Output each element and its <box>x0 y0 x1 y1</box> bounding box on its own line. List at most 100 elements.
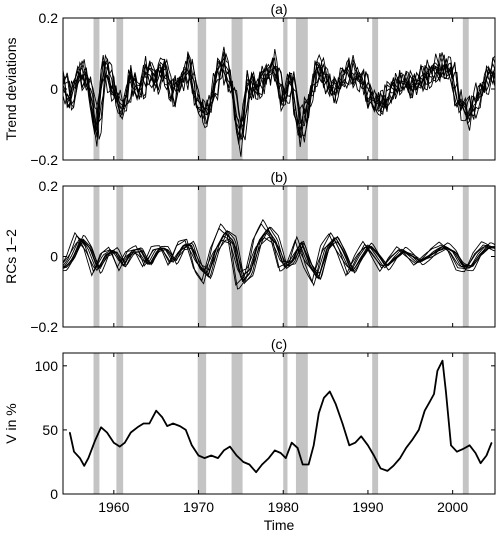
recession-band <box>93 186 100 327</box>
data-point <box>210 454 212 457</box>
data-point <box>242 461 245 463</box>
data-point <box>124 442 126 444</box>
series-lines <box>63 218 495 290</box>
y-tick-label: −0.2 <box>30 152 58 168</box>
data-point <box>185 429 187 431</box>
data-point <box>367 444 369 446</box>
data-point <box>79 457 81 459</box>
recession-band <box>283 353 288 494</box>
data-point <box>335 403 337 405</box>
panel-label: (c) <box>271 336 287 352</box>
recession-band <box>295 18 308 160</box>
data-point <box>433 393 435 395</box>
data-point <box>302 463 304 466</box>
data-point <box>411 439 413 441</box>
data-point <box>87 457 90 459</box>
x-axis <box>113 186 454 327</box>
y-axis-label: V in % <box>3 403 19 443</box>
data-point <box>291 442 293 444</box>
series-line <box>63 49 495 157</box>
panel-a: −0.2 0 0.2 (a) Trend deviations <box>3 1 496 168</box>
data-point <box>480 462 482 464</box>
data-point <box>280 452 282 454</box>
series-line <box>68 359 493 474</box>
y-axis: −0.2 0 0.2 <box>30 178 495 335</box>
y-tick-label: 0.2 <box>39 178 59 194</box>
x-tick-label: 1990 <box>352 499 383 515</box>
y-tick-label: 100 <box>35 358 59 374</box>
x-tick-label: 1970 <box>183 499 214 515</box>
plot-frame <box>62 352 496 495</box>
recession-band <box>372 186 379 327</box>
x-axis: 1960 1970 1980 1990 2000 <box>98 353 468 515</box>
data-point <box>113 442 115 444</box>
recession-band <box>93 18 100 160</box>
recession-band <box>116 353 124 494</box>
y-axis: −0.2 0 0.2 <box>30 10 495 168</box>
data-point <box>424 410 426 412</box>
data-point <box>148 422 150 425</box>
data-point <box>274 449 276 452</box>
recession-band <box>197 18 207 160</box>
data-point <box>399 457 401 459</box>
recession-band <box>197 353 207 494</box>
x-axis <box>113 18 454 160</box>
data-point <box>217 457 219 459</box>
data-point <box>386 470 389 472</box>
data-point <box>179 425 181 427</box>
y-tick-label: 50 <box>42 422 58 438</box>
series-line <box>63 226 495 282</box>
data-point <box>308 463 310 466</box>
data-point <box>136 426 139 428</box>
y-axis: 0 50 100 <box>35 358 495 502</box>
data-point <box>297 447 299 449</box>
recession-band <box>197 186 207 327</box>
panel-b: −0.2 0 0.2 (b) RCs 1−2 <box>3 169 496 335</box>
data-point <box>142 422 145 425</box>
data-point <box>285 457 287 459</box>
data-point <box>236 454 238 457</box>
data-point <box>130 431 132 434</box>
recession-band <box>462 186 469 327</box>
recession-band <box>295 186 308 327</box>
data-point <box>191 444 193 446</box>
data-point <box>373 454 375 457</box>
series-line <box>63 227 495 285</box>
data-point <box>354 442 356 444</box>
data-point <box>456 451 458 453</box>
x-tick-label: 2000 <box>437 499 468 515</box>
recession-band <box>93 353 100 494</box>
y-axis-label: RCs 1−2 <box>3 229 19 284</box>
recession-band <box>372 353 379 494</box>
data-point <box>100 426 102 428</box>
data-point <box>436 370 438 372</box>
data-point <box>380 467 382 469</box>
data-point <box>485 454 488 457</box>
data-point <box>329 390 331 393</box>
data-point <box>261 463 263 466</box>
x-tick-label: 1980 <box>268 499 299 515</box>
data-point <box>468 444 471 446</box>
recession-band <box>283 186 288 327</box>
data-point <box>392 465 394 467</box>
y-tick-label: 0 <box>50 249 58 265</box>
data-point <box>439 365 441 367</box>
series-lines <box>63 46 495 157</box>
recession-band <box>231 353 243 494</box>
data-point <box>474 452 477 454</box>
data-point <box>94 439 96 441</box>
data-point <box>155 410 157 412</box>
data-point <box>106 431 108 434</box>
y-axis-label: Trend deviations <box>3 38 19 141</box>
data-point <box>172 422 174 425</box>
series-lines <box>68 359 493 474</box>
data-point <box>268 457 270 459</box>
data-point <box>445 390 447 393</box>
data-point <box>405 447 407 449</box>
recession-band <box>295 353 308 494</box>
data-point <box>203 457 206 459</box>
data-point <box>197 454 200 457</box>
data-point <box>69 431 71 434</box>
x-axis-label: Time <box>264 517 295 533</box>
